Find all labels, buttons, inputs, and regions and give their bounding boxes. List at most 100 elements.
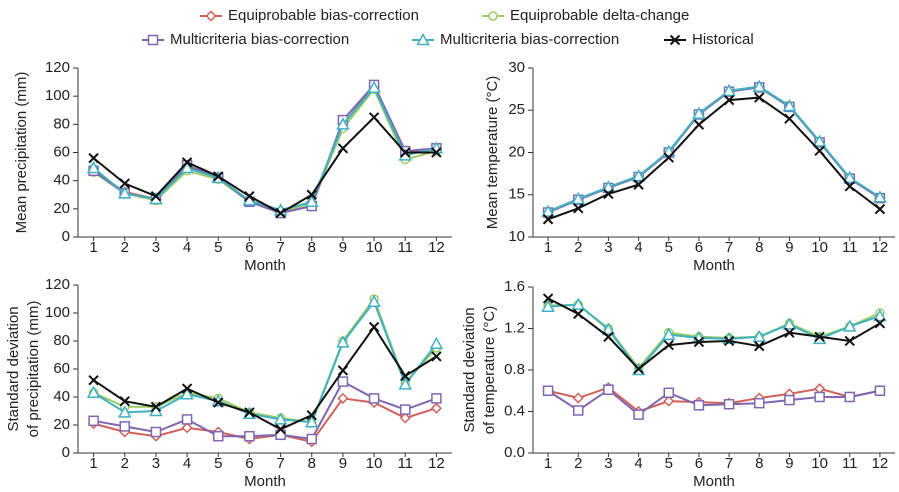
data-point: [693, 400, 705, 411]
legend-label: Equiprobable delta-change: [510, 7, 689, 24]
x-tick-label: 8: [308, 239, 316, 256]
x-tick-label: 10: [366, 239, 383, 256]
y-axis-label: Mean precipitation (mm): [13, 72, 30, 234]
data-point: [306, 409, 317, 421]
data-point: [631, 169, 646, 182]
x-tick-label: 7: [725, 239, 733, 256]
x-tick-label: 7: [725, 455, 733, 472]
data-point: [86, 385, 101, 399]
x-tick-label: 12: [872, 239, 889, 256]
y-tick-label: 25: [508, 101, 525, 118]
series-line: [92, 115, 437, 215]
x-tick-label: 2: [121, 455, 129, 472]
data-point: [117, 186, 132, 199]
x-tick-label: 10: [811, 239, 828, 256]
y-tick-label: 1.2: [504, 319, 525, 336]
data-point: [119, 395, 130, 407]
y-axis-label: Standard deviation: [461, 307, 478, 432]
data-point: [368, 321, 380, 333]
x-tick-label: 6: [245, 455, 253, 472]
x-tick-label: 9: [785, 455, 793, 472]
data-point: [573, 405, 584, 416]
data-point: [180, 160, 194, 174]
y-tick-label: 120: [45, 276, 70, 293]
legend-label: Historical: [692, 31, 754, 48]
y-tick-label: 80: [53, 115, 70, 132]
data-point: [844, 181, 855, 192]
x-tick-label: 3: [152, 239, 160, 256]
data-point: [213, 171, 224, 182]
data-point: [754, 340, 765, 352]
y-tick-label: 10: [508, 228, 525, 245]
data-point: [722, 83, 736, 97]
data-point: [782, 98, 797, 112]
x-tick-label: 5: [665, 239, 673, 256]
data-point: [306, 189, 317, 200]
y-tick-label: 20: [508, 143, 525, 160]
data-point: [368, 112, 380, 123]
data-point: [784, 113, 795, 124]
y-axis-label: Standard deviation: [5, 306, 22, 431]
data-point: [304, 194, 319, 208]
data-point: [571, 297, 586, 310]
data-point: [431, 147, 442, 158]
series-line: [548, 303, 881, 370]
data-point: [603, 384, 614, 395]
x-tick-label: 9: [339, 455, 347, 472]
data-point: [633, 409, 644, 420]
x-tick-label: 4: [183, 455, 191, 472]
data-point: [752, 329, 767, 343]
data-point: [754, 92, 765, 103]
series-line: [93, 84, 437, 215]
data-point: [633, 363, 644, 375]
data-point: [431, 393, 442, 404]
x-tick-label: 1: [544, 239, 552, 256]
data-point: [812, 134, 827, 147]
legend-marker: [669, 34, 681, 46]
y-tick-label: 15: [508, 186, 525, 203]
data-point: [213, 430, 224, 442]
y-tick-label: 0: [62, 228, 70, 245]
y-tick-label: 20: [53, 200, 70, 217]
data-point: [400, 404, 411, 415]
legend-label: Multicriteria bias-correction: [170, 31, 349, 48]
x-tick-label: 7: [276, 239, 284, 256]
y-tick-label: 100: [45, 87, 70, 104]
data-point: [244, 190, 255, 202]
data-point: [181, 383, 193, 394]
legend-marker: [147, 34, 159, 46]
data-point: [368, 393, 380, 404]
data-point: [150, 426, 162, 438]
y-tick-label: 0.4: [504, 402, 525, 419]
data-point: [275, 207, 286, 219]
data-point: [150, 190, 162, 202]
data-point: [693, 119, 705, 130]
x-tick-label: 5: [665, 455, 673, 472]
data-point: [601, 322, 616, 335]
data-point: [573, 308, 584, 320]
y-tick-label: 40: [53, 388, 70, 405]
data-point: [874, 203, 886, 215]
series-line: [547, 386, 881, 413]
data-point: [542, 293, 554, 304]
data-point: [874, 385, 886, 396]
y-axis-label: of precipitation (mm): [25, 301, 42, 438]
data-point: [337, 365, 349, 376]
data-point: [88, 374, 99, 386]
data-point: [337, 143, 349, 154]
data-point: [692, 106, 706, 119]
data-point: [181, 157, 193, 168]
data-point: [430, 402, 442, 414]
data-point: [180, 387, 194, 400]
x-axis-label: Month: [693, 473, 735, 490]
data-point: [693, 336, 705, 348]
series-line: [93, 380, 437, 441]
data-point: [873, 308, 887, 322]
data-point: [306, 433, 317, 445]
data-point: [244, 430, 255, 442]
data-point: [754, 397, 765, 409]
x-tick-label: 11: [842, 239, 858, 256]
data-point: [119, 421, 130, 432]
x-tick-label: 3: [152, 455, 160, 472]
y-tick-label: 0.8: [504, 361, 525, 378]
